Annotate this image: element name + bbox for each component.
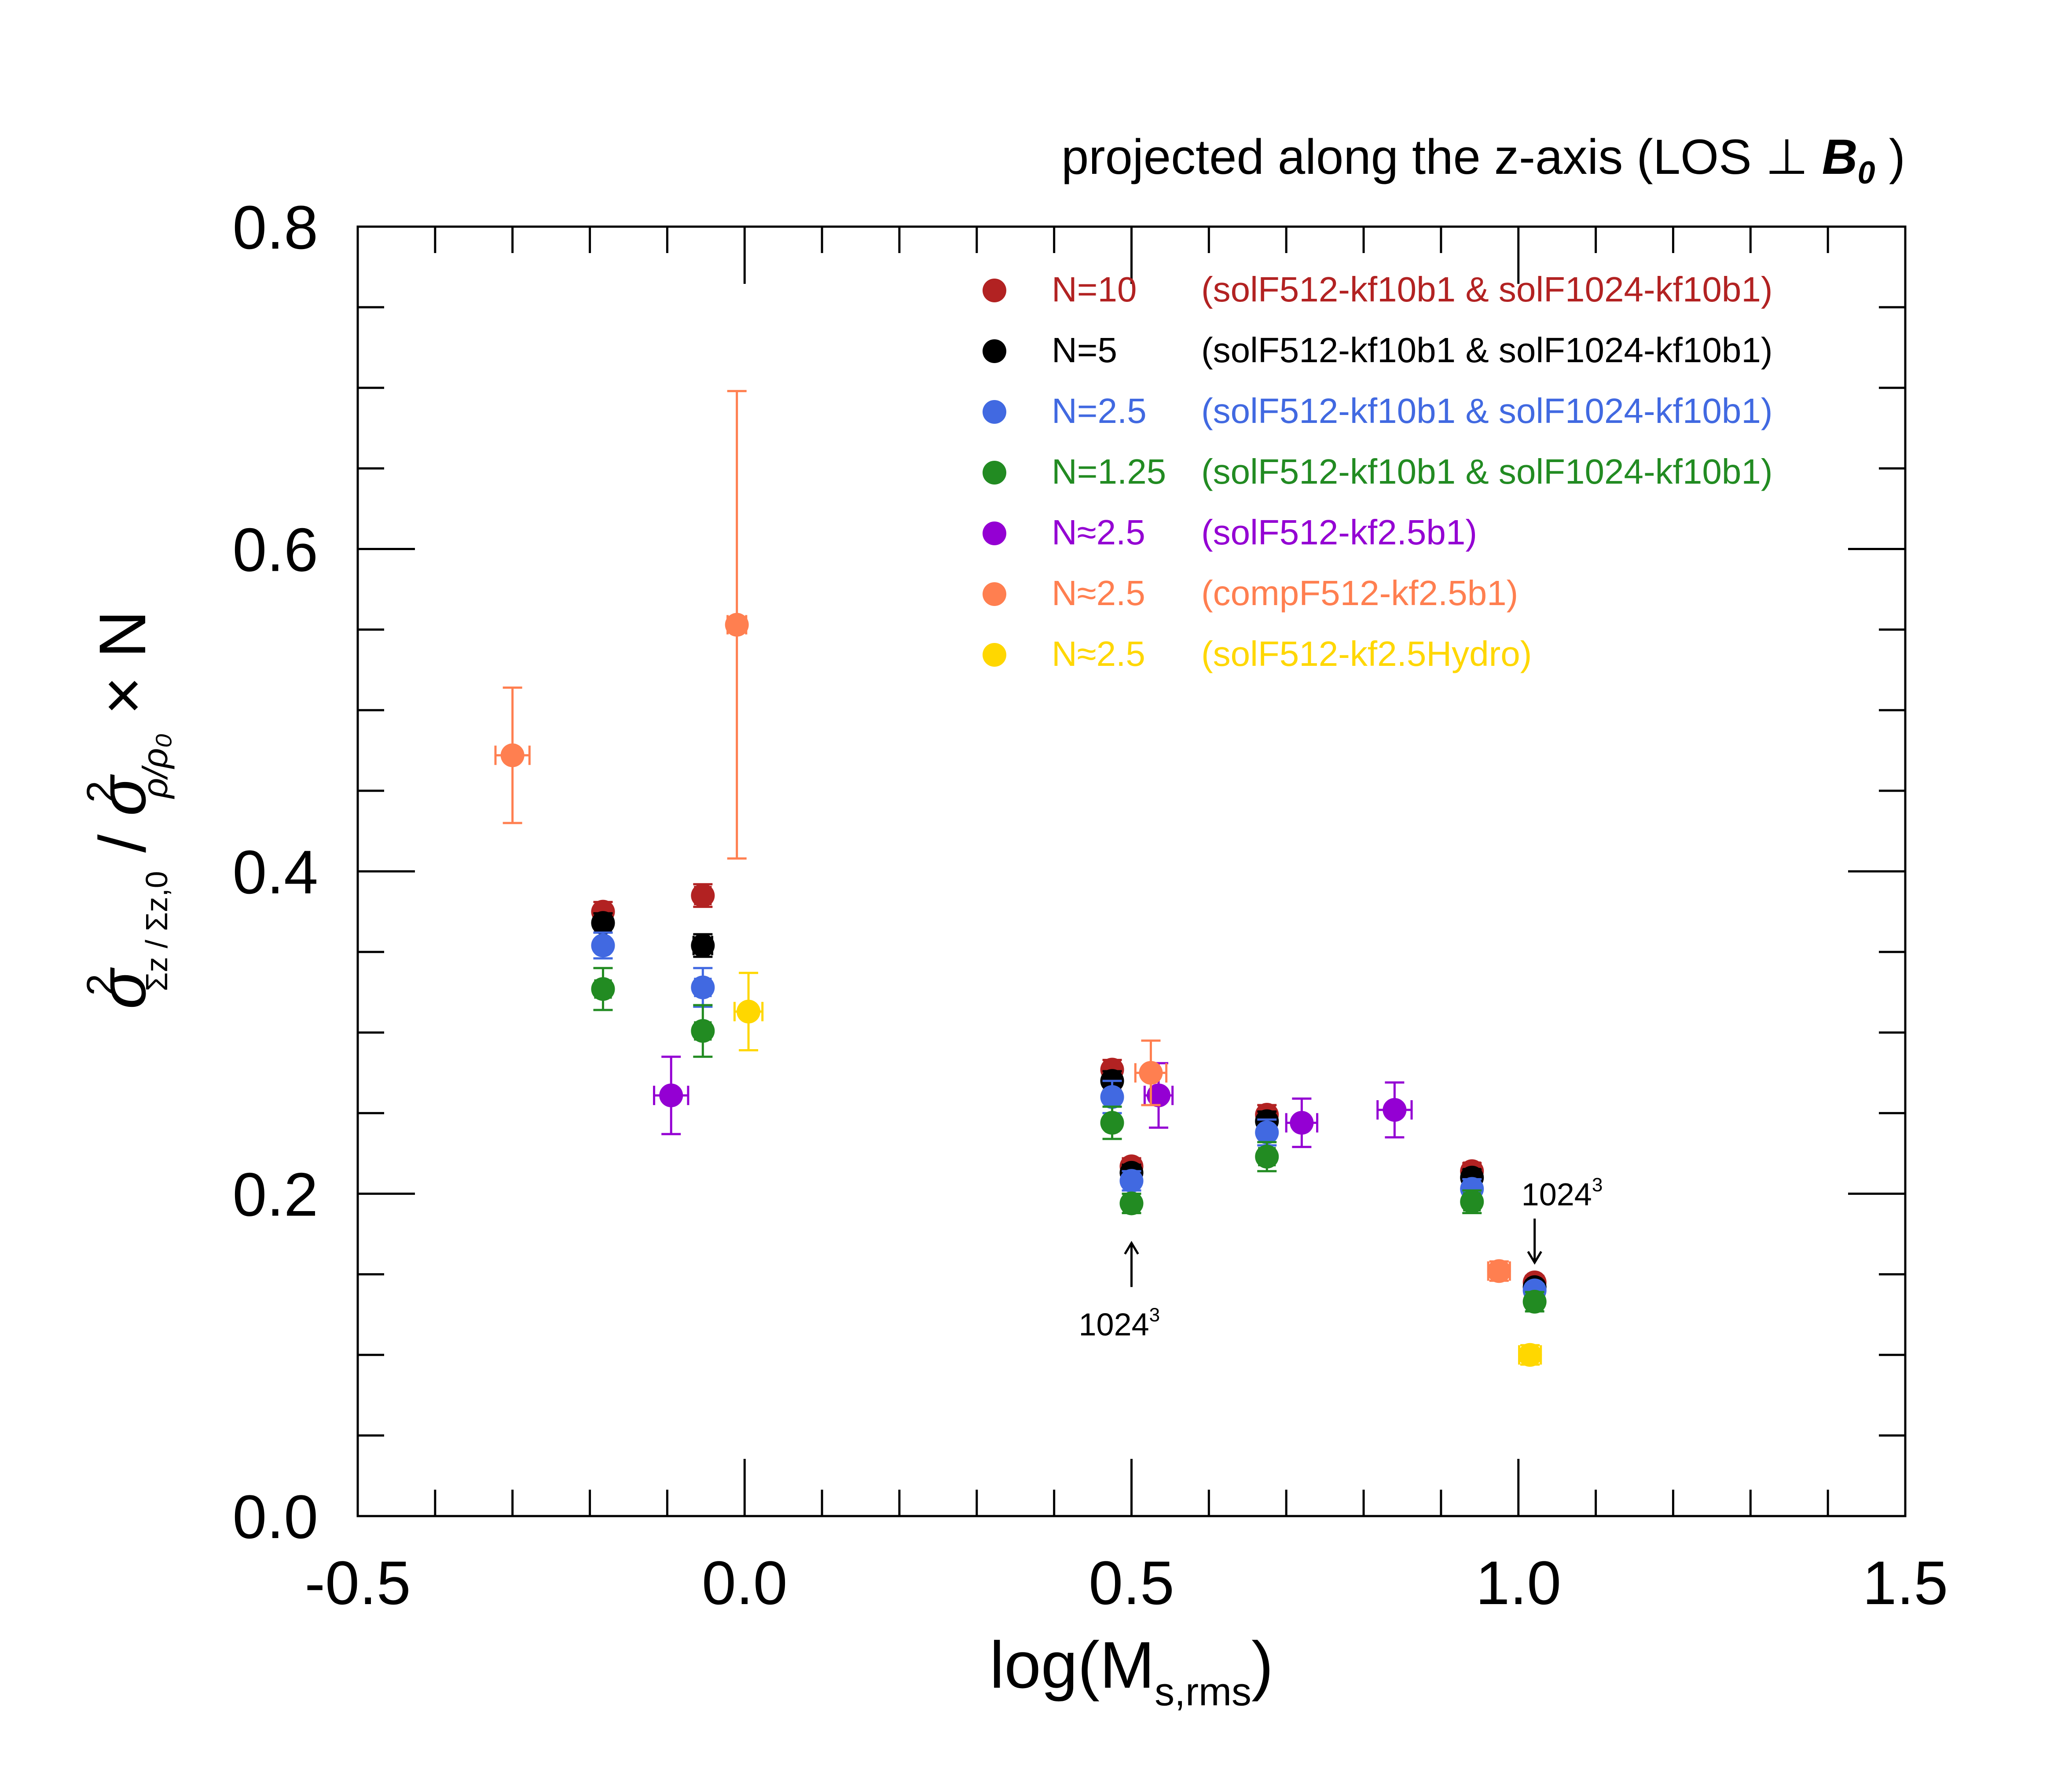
data-point <box>1255 1120 1279 1145</box>
legend-marker <box>983 461 1006 485</box>
legend-run: (solF512-kf2.5Hydro) <box>1201 634 1532 673</box>
data-point <box>1119 1169 1144 1193</box>
legend-run: (solF512-kf10b1 & solF1024-kf10b1) <box>1201 452 1772 491</box>
data-point <box>1460 1190 1484 1214</box>
y-tick-label: 0.2 <box>232 1160 318 1229</box>
series-4 <box>653 1055 1413 1148</box>
data-point <box>1255 1145 1279 1169</box>
legend-run: (solF512-kf10b1 & solF1024-kf10b1) <box>1201 270 1772 309</box>
legend-name: N=1.25 <box>1052 452 1166 491</box>
data-point <box>1518 1343 1542 1367</box>
legend-item: N=5 (solF512-kf10b1 & solF1024-kf10b1) <box>983 330 1772 370</box>
annotation-text: 1024 <box>1522 1177 1592 1212</box>
x-label-close: ) <box>1251 1628 1273 1702</box>
title-main: projected along the z-axis (LOS ⊥ <box>1061 129 1822 184</box>
legend-run: (solF512-kf2.5b1) <box>1201 513 1477 552</box>
legend-item: N=1.25 (solF512-kf10b1 & solF1024-kf10b1) <box>983 452 1772 491</box>
annotation-1024: 10243 <box>1522 1174 1603 1265</box>
annotation-1024: 10243 <box>1079 1241 1160 1342</box>
data-point <box>659 1083 683 1108</box>
x-axis-label: log(Ms,rms) <box>990 1628 1273 1714</box>
legend-marker <box>983 643 1006 667</box>
data-point <box>1119 1191 1144 1215</box>
legend-run: (solF512-kf10b1 & solF1024-kf10b1) <box>1201 391 1772 430</box>
y-tick-label: 0.0 <box>232 1482 318 1551</box>
annotation-sup: 3 <box>1149 1304 1160 1326</box>
data-point <box>691 933 715 958</box>
y-label-sigma2: σ <box>85 774 159 816</box>
legend-name: N=5 <box>1052 330 1117 370</box>
legend-name: N≈2.5 <box>1052 573 1145 613</box>
y-label-sq2: 2 <box>79 781 123 803</box>
x-tick-label: -0.5 <box>304 1548 411 1617</box>
chart-title: projected along the z-axis (LOS ⊥ B0 ) <box>1061 129 1905 191</box>
annotation-arrowhead <box>1124 1241 1139 1255</box>
annotation-arrowhead <box>1527 1251 1542 1265</box>
y-label-times: × N <box>85 610 159 733</box>
data-point <box>1100 1111 1124 1135</box>
y-label-sq1: 2 <box>79 974 123 996</box>
legend-run: (compF512-kf2.5b1) <box>1201 573 1518 613</box>
y-tick-label: 0.8 <box>232 193 318 262</box>
series-6 <box>733 972 1542 1367</box>
data-point <box>591 933 615 958</box>
data-point <box>591 911 615 935</box>
legend-item: N=10 (solF512-kf10b1 & solF1024-kf10b1) <box>983 270 1772 309</box>
data-point <box>725 613 749 637</box>
legend-item: N≈2.5 (solF512-kf2.5Hydro) <box>983 634 1532 673</box>
title-sub: 0 <box>1858 155 1875 191</box>
data-point <box>1383 1098 1407 1122</box>
data-point <box>591 977 615 1001</box>
x-tick-label: 1.5 <box>1863 1548 1948 1617</box>
data-point <box>1100 1085 1124 1109</box>
y-tick-label: 0.6 <box>232 515 318 584</box>
legend-marker <box>983 521 1006 545</box>
data-point <box>691 975 715 999</box>
legend-marker <box>983 279 1006 302</box>
legend-item: N≈2.5 (solF512-kf2.5b1) <box>983 513 1477 552</box>
series-5 <box>494 390 1511 1283</box>
annotation-text: 1024 <box>1079 1307 1149 1342</box>
data-point <box>737 999 761 1024</box>
annotation-label: 10243 <box>1522 1174 1603 1212</box>
title-b: B <box>1822 129 1858 184</box>
legend-item: N≈2.5 (compF512-kf2.5b1) <box>983 573 1518 613</box>
y-label-sub2: ρ/ρ₀ <box>136 733 175 799</box>
legend-run: (solF512-kf10b1 & solF1024-kf10b1) <box>1201 330 1772 370</box>
legend-name: N≈2.5 <box>1052 634 1145 673</box>
y-label-slash: / <box>85 816 159 871</box>
x-tick-label: 0.5 <box>1089 1548 1174 1617</box>
y-label-sub1: Σz / Σz,0 <box>139 871 174 991</box>
series-3 <box>591 967 1547 1314</box>
data-point <box>1139 1061 1163 1085</box>
legend-marker <box>983 339 1006 363</box>
x-label-sub: s,rms <box>1155 1670 1251 1714</box>
data-point <box>691 883 715 907</box>
y-tick-label: 0.4 <box>232 837 318 907</box>
data-point <box>1487 1259 1511 1283</box>
legend-name: N≈2.5 <box>1052 513 1145 552</box>
title-close: ) <box>1875 129 1905 184</box>
data-point <box>691 1019 715 1043</box>
legend-marker <box>983 582 1006 606</box>
legend-name: N=10 <box>1052 270 1137 309</box>
y-label-sigma1: σ <box>85 967 159 1009</box>
legend-marker <box>983 400 1006 424</box>
x-label-main: log(M <box>990 1628 1155 1702</box>
legend-item: N=2.5 (solF512-kf10b1 & solF1024-kf10b1) <box>983 391 1772 430</box>
x-tick-label: 0.0 <box>702 1548 788 1617</box>
y-axis-label: σ2 Σz / Σz,0 / σ2 ρ/ρ₀ × N <box>79 610 175 1009</box>
annotation-label: 10243 <box>1079 1304 1160 1342</box>
data-point <box>500 743 525 767</box>
data-point <box>1522 1289 1547 1314</box>
legend-name: N=2.5 <box>1052 391 1147 430</box>
data-point <box>1147 1083 1171 1108</box>
data-point <box>1290 1111 1314 1135</box>
annotation-sup: 3 <box>1592 1174 1603 1196</box>
x-tick-label: 1.0 <box>1475 1548 1561 1617</box>
